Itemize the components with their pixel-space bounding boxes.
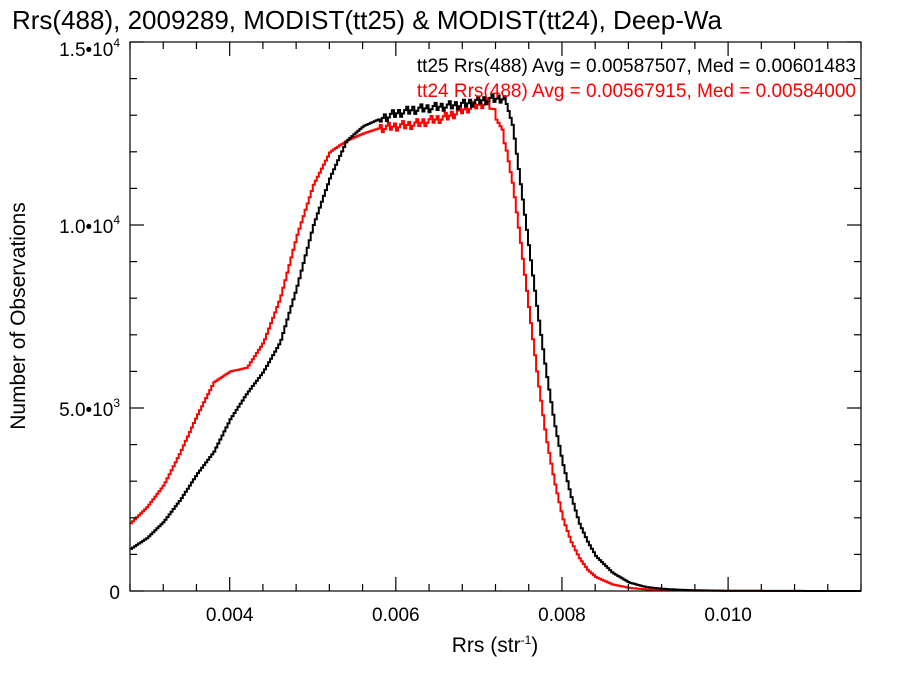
x-axis-label: Rrs (str-1) bbox=[452, 633, 539, 657]
x-tick-label: 0.008 bbox=[538, 605, 586, 626]
y-tick-label-exponent: 4 bbox=[113, 36, 120, 50]
x-axis-label-suffix: ) bbox=[531, 634, 538, 657]
y-tick-label: 1.5•104 bbox=[59, 36, 120, 61]
y-tick-label-mantissa: 1.0•10 bbox=[59, 217, 113, 238]
y-tick-label-exponent: 4 bbox=[113, 213, 120, 227]
x-axis-label-main: Rrs (str bbox=[452, 634, 521, 657]
x-tick-label: 0.010 bbox=[704, 605, 752, 626]
y-tick-label: 0 bbox=[109, 583, 120, 604]
ticks-layer bbox=[129, 41, 862, 592]
series-line-1 bbox=[130, 97, 861, 592]
y-tick-label-mantissa: 1.5•10 bbox=[59, 40, 113, 61]
y-tick-label-exponent: 3 bbox=[113, 396, 120, 410]
y-tick-label: 5.0•103 bbox=[59, 396, 120, 421]
y-tick-label-mantissa: 5.0•10 bbox=[59, 400, 113, 421]
x-axis-label-exponent: -1 bbox=[521, 633, 532, 647]
labels-layer: 0.004 0.006 0.008 0.01005.0•1031.0•1041.5•1… bbox=[59, 36, 752, 626]
series-layer bbox=[130, 93, 861, 592]
annotation-tt25: tt25 Rrs(488) Avg = 0.00587507, Med = 0.… bbox=[417, 56, 856, 77]
x-tick-label: 0.006 bbox=[372, 605, 420, 626]
annotation-tt24: tt24 Rrs(488) Avg = 0.00567915, Med = 0.… bbox=[417, 81, 856, 102]
y-axis-label: Number of Observations bbox=[7, 202, 30, 430]
chart-title: Rrs(488), 2009289, MODIST(tt25) & MODIST… bbox=[12, 5, 722, 35]
x-tick-label: 0.004 bbox=[206, 605, 254, 626]
y-tick-label-mantissa: 0 bbox=[109, 583, 120, 604]
y-tick-label: 1.0•104 bbox=[59, 213, 120, 238]
plot-frame bbox=[129, 41, 862, 592]
series-line-0 bbox=[130, 93, 861, 592]
